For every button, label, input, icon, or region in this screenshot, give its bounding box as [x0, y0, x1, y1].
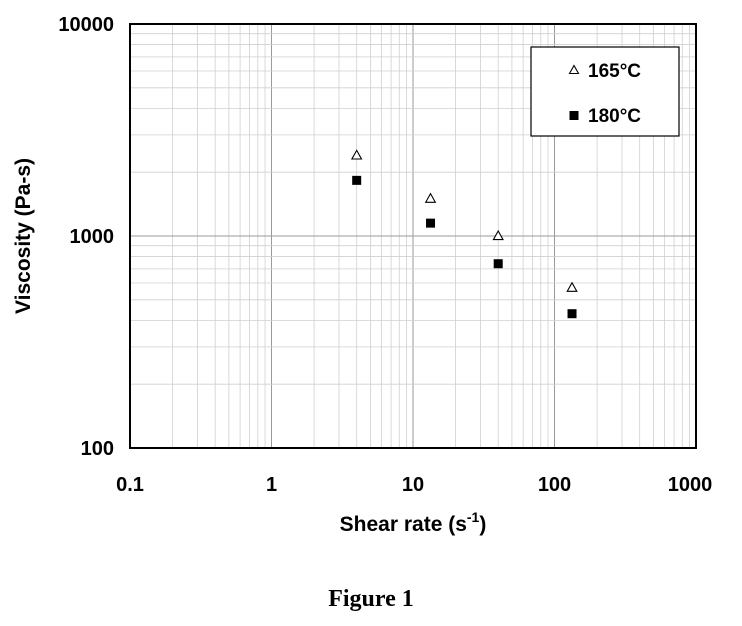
x-axis-title-end: ): [479, 513, 486, 536]
x-axis-title-main: Shear rate (s: [340, 513, 467, 536]
figure-caption: Figure 1: [328, 586, 414, 612]
x-axis-title-superscript: -1: [467, 509, 480, 525]
y-axis-title: Viscosity (Pa-s): [12, 158, 35, 314]
x-axis-title: Shear rate (s-1): [340, 509, 487, 536]
x-tick-label: 0.1: [116, 474, 144, 496]
y-tick-labels: 10000 1000 100: [58, 14, 114, 460]
legend-label-165: 165°C: [588, 61, 641, 82]
grid: [129, 24, 696, 449]
y-tick-label: 1000: [70, 226, 115, 248]
x-tick-label: 1: [266, 474, 277, 496]
legend: 165°C 180°C: [530, 46, 680, 137]
x-tick-labels: 0.1 1 10 100 1000: [116, 474, 712, 496]
data-point-165: [350, 149, 363, 160]
data-point-180: [426, 218, 436, 228]
data-point-165: [492, 229, 504, 241]
data-point-180: [352, 175, 362, 185]
x-tick-label: 100: [538, 474, 571, 496]
data-point-165: [566, 281, 578, 292]
y-tick-label: 10000: [58, 14, 114, 36]
data-points: [350, 149, 578, 319]
legend-label-180: 180°C: [588, 106, 641, 127]
plot-frame: [129, 23, 697, 449]
x-tick-label: 10: [402, 474, 424, 496]
data-point-165: [424, 192, 437, 203]
data-point-180: [567, 309, 577, 319]
x-tick-label: 1000: [668, 474, 713, 496]
y-tick-label: 100: [81, 438, 114, 460]
legend-box: [530, 46, 680, 137]
legend-marker-180: [569, 111, 579, 120]
legend-marker-165: [568, 64, 580, 75]
data-point-180: [493, 259, 503, 269]
